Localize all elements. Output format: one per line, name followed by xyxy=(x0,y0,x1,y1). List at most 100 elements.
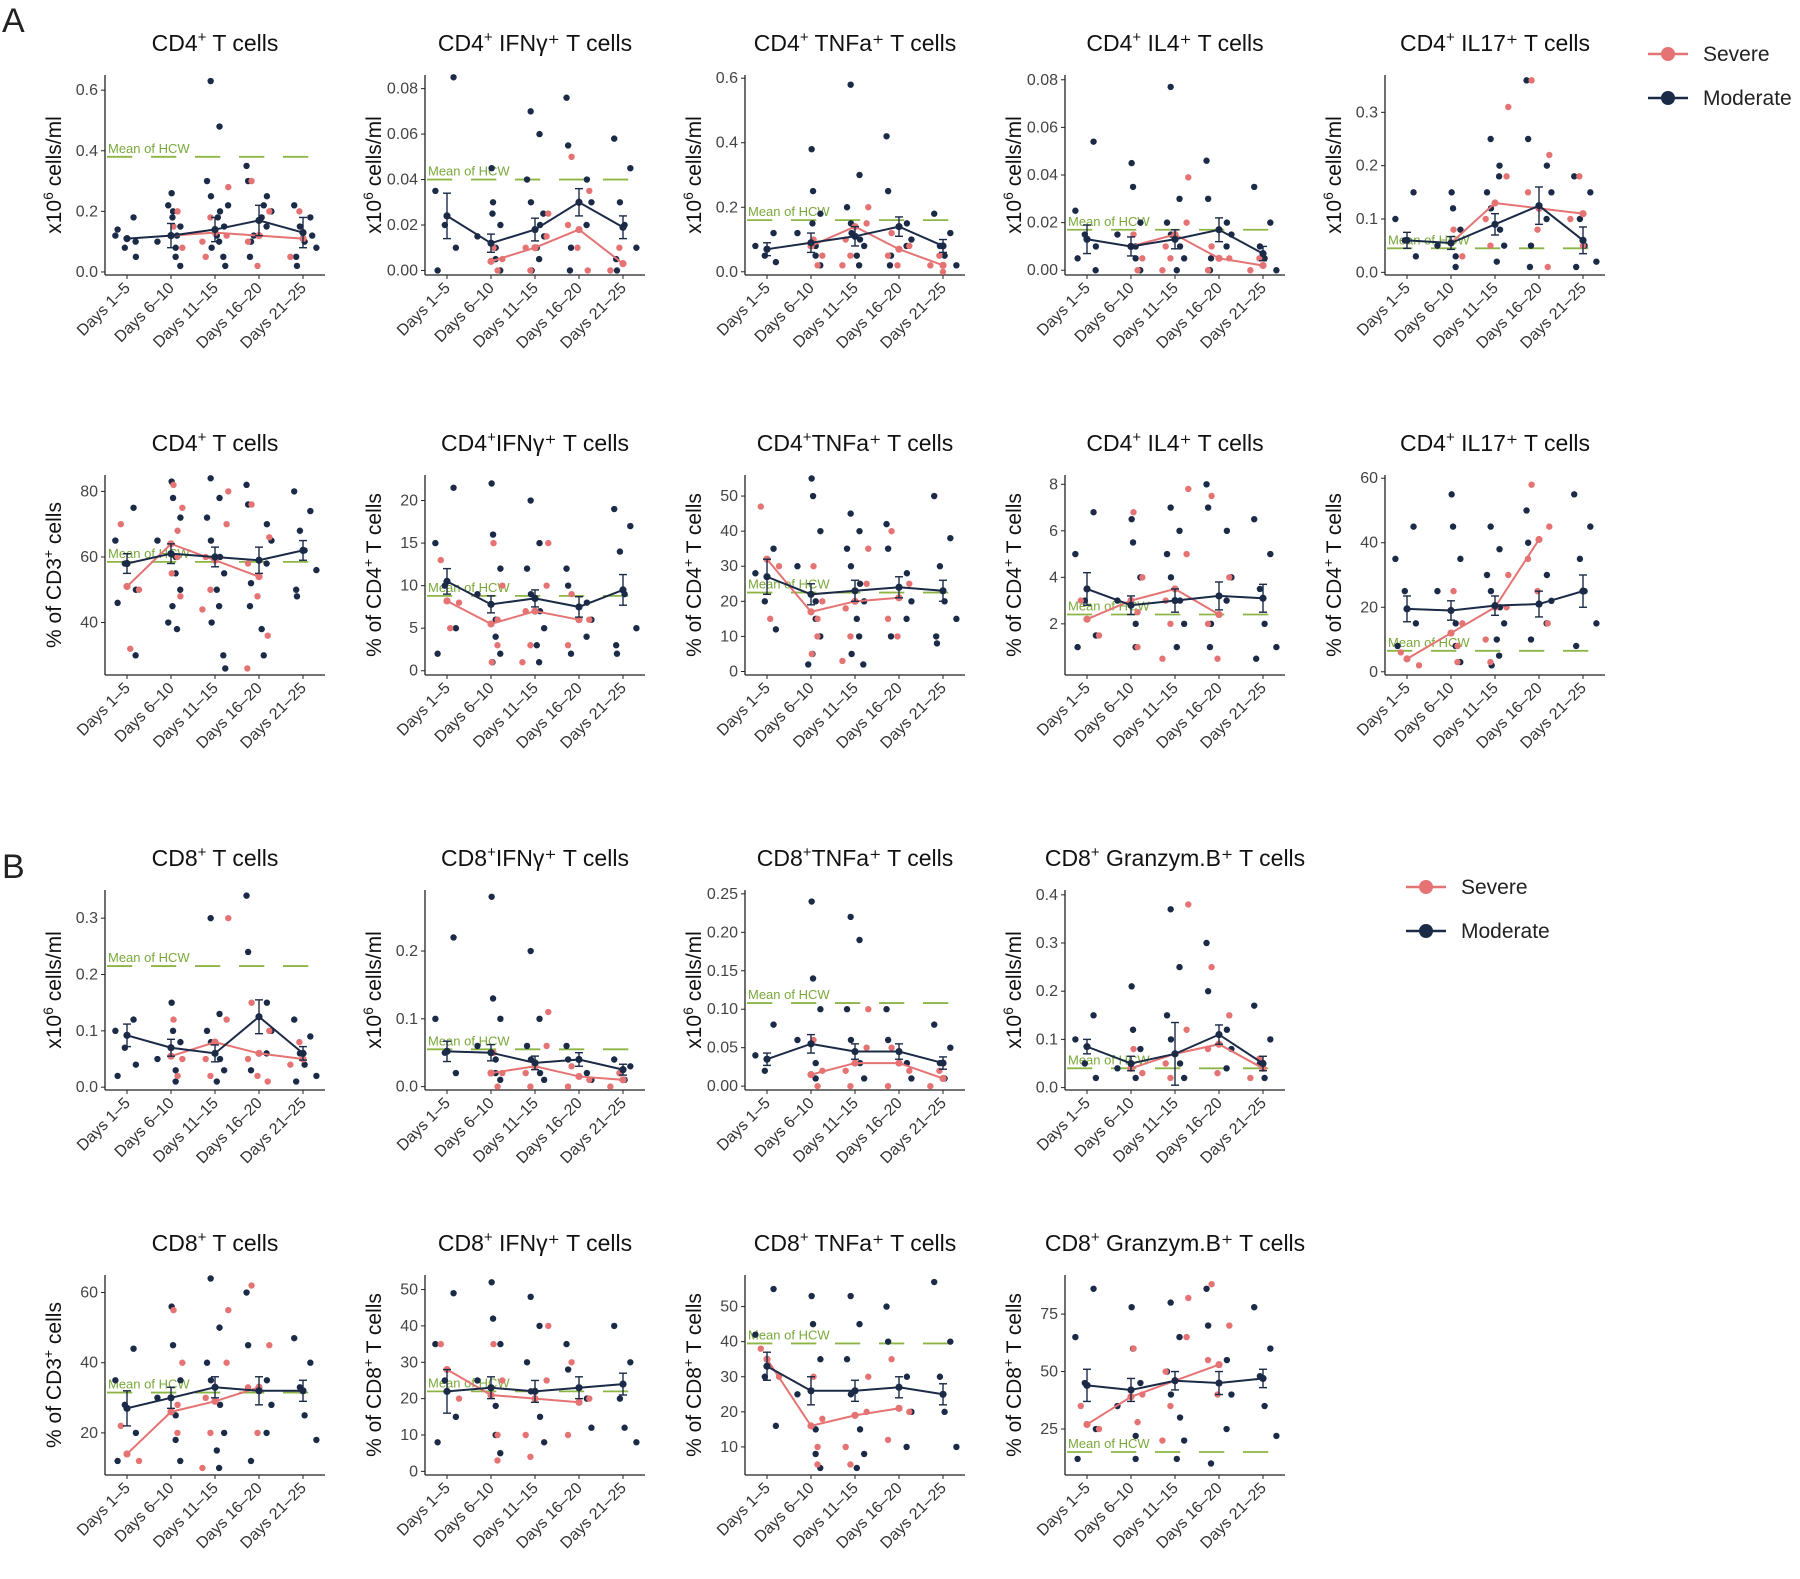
moderate-mean-point xyxy=(299,228,307,237)
moderate-point xyxy=(752,570,759,577)
moderate-mean-point xyxy=(575,198,583,206)
moderate-point xyxy=(633,1439,640,1446)
y-axis-label: x106 cells/ml xyxy=(40,116,66,234)
severe-mean-point xyxy=(807,608,815,616)
severe-mean-line xyxy=(446,1368,580,1404)
moderate-point xyxy=(1252,655,1260,662)
moderate-point xyxy=(243,892,250,899)
y-tick-label: 0 xyxy=(1369,664,1378,681)
moderate-point xyxy=(213,1447,220,1454)
moderate-point xyxy=(177,1457,184,1465)
moderate-point xyxy=(903,1443,910,1451)
severe-point xyxy=(884,1082,892,1090)
severe-point xyxy=(1528,481,1535,488)
moderate-point xyxy=(207,1377,215,1384)
chart-title: CD8+TNFa⁺ T cells xyxy=(757,844,953,871)
moderate-point xyxy=(536,1322,543,1330)
severe-mean-point xyxy=(211,1038,219,1046)
panel-label-b: B xyxy=(2,848,25,886)
moderate-mean-point xyxy=(211,1383,219,1391)
moderate-point xyxy=(1137,1045,1144,1053)
chart-title-sup: + xyxy=(1132,429,1141,446)
y-axis-label-main: x10 xyxy=(1003,200,1026,234)
severe-mean-line xyxy=(1406,538,1540,660)
y-axis-label-rest: T cells xyxy=(683,493,706,559)
chart-title-sup: + xyxy=(487,429,496,446)
y-axis-label: x106 cells/ml xyxy=(1320,116,1346,234)
moderate-point xyxy=(772,258,780,266)
moderate-point xyxy=(856,236,864,243)
moderate-point xyxy=(203,1027,211,1035)
moderate-point xyxy=(616,548,624,555)
chart-title: CD8+ T cells xyxy=(152,844,279,871)
moderate-point xyxy=(761,1067,769,1074)
legend-b-moderate-label: Moderate xyxy=(1461,920,1550,943)
moderate-point xyxy=(216,1324,223,1331)
severe-point xyxy=(607,267,614,274)
severe-point xyxy=(266,1341,273,1349)
chart-title-main: CD4 xyxy=(1400,430,1446,456)
y-axis-label-main: % of CD3 xyxy=(43,558,66,648)
severe-point xyxy=(202,1394,209,1402)
severe-point xyxy=(1450,587,1457,595)
moderate-mean-point xyxy=(851,232,859,240)
severe-point xyxy=(814,262,821,269)
y-axis-label-main: x10 xyxy=(683,1015,706,1049)
y-tick-label: 0.0 xyxy=(396,1079,418,1096)
chart-title-main: CD4 xyxy=(1086,430,1132,456)
moderate-point xyxy=(770,1021,777,1028)
moderate-point xyxy=(220,1067,228,1074)
moderate-point xyxy=(936,563,944,570)
moderate-mean-point xyxy=(895,223,903,231)
severe-point xyxy=(1505,571,1512,579)
moderate-mean-point xyxy=(487,600,495,608)
y-tick-label: 0.2 xyxy=(396,943,418,960)
moderate-point xyxy=(843,1006,851,1013)
moderate-point xyxy=(752,1052,759,1059)
severe-mean-point xyxy=(807,1422,815,1430)
moderate-point xyxy=(1571,491,1578,498)
moderate-point xyxy=(583,221,590,229)
moderate-point xyxy=(207,193,215,200)
moderate-point xyxy=(627,1063,634,1070)
moderate-point xyxy=(215,602,223,610)
severe-point xyxy=(490,1340,497,1348)
moderate-point xyxy=(1412,253,1420,260)
y-tick-label: 0.4 xyxy=(76,143,98,160)
moderate-point xyxy=(583,633,590,640)
moderate-point xyxy=(1261,1074,1268,1082)
chart-title-sup: + xyxy=(1091,1229,1100,1246)
moderate-point xyxy=(246,253,254,261)
severe-point xyxy=(1208,963,1215,971)
moderate-point xyxy=(1434,587,1441,595)
moderate-point xyxy=(932,633,940,640)
moderate-point xyxy=(114,1072,121,1080)
moderate-point xyxy=(1072,1036,1079,1043)
moderate-point xyxy=(1128,983,1135,990)
moderate-point xyxy=(172,1412,179,1419)
moderate-point xyxy=(567,244,575,251)
y-tick-label: 40 xyxy=(720,523,738,540)
moderate-point xyxy=(247,1457,255,1465)
moderate-mean-point xyxy=(1171,1050,1179,1058)
severe-point xyxy=(884,252,892,259)
severe-point xyxy=(839,657,846,665)
severe-point xyxy=(568,153,575,161)
y-axis-label-sup: 6 xyxy=(1000,1007,1016,1015)
severe-mean-point xyxy=(167,1408,175,1416)
moderate-point xyxy=(169,602,176,610)
severe-point xyxy=(170,1306,177,1314)
severe-point xyxy=(543,233,550,240)
moderate-mean-point xyxy=(443,1387,451,1395)
moderate-point xyxy=(488,1279,495,1286)
y-tick-label: 0.6 xyxy=(716,70,738,87)
moderate-point xyxy=(1493,258,1500,265)
moderate-mean-point xyxy=(1215,1030,1223,1039)
moderate-point xyxy=(860,1450,868,1458)
moderate-point xyxy=(1176,1333,1183,1341)
y-axis-label-sup: 6 xyxy=(680,1007,696,1015)
moderate-point xyxy=(772,626,780,633)
moderate-point xyxy=(527,590,535,598)
moderate-point xyxy=(1203,157,1210,164)
